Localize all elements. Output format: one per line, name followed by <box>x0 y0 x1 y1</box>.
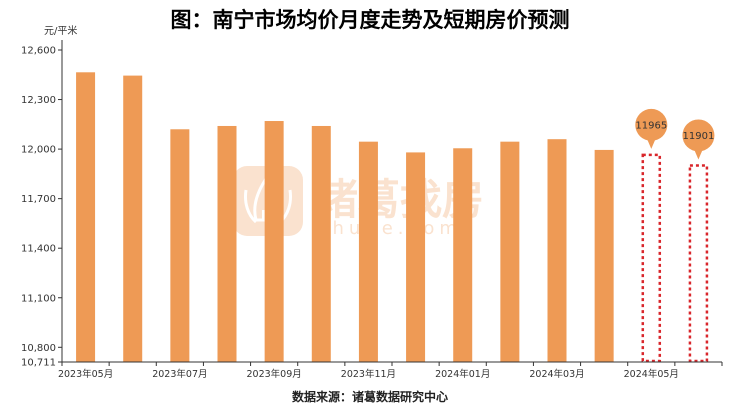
y-tick-label: 12,300 <box>21 95 56 106</box>
x-tick-label: 2024年03月 <box>529 368 584 380</box>
y-tick-label: 11,400 <box>21 244 56 255</box>
forecast-layer: 11965 11901 <box>635 108 715 363</box>
y-ticks-layer: 10,711 10,800 11,100 11,400 11,700 12,000 12,3… <box>21 46 62 369</box>
bar <box>76 72 96 362</box>
bar <box>311 125 331 362</box>
y-tick-label: 12,600 <box>21 46 56 57</box>
y-axis-unit-label: 元/平米 <box>44 24 77 37</box>
forecast-bubble <box>635 108 668 141</box>
bar <box>547 139 567 362</box>
bar <box>500 141 520 362</box>
x-tick-label: 2023年07月 <box>152 368 207 380</box>
y-tick-label: 11,100 <box>21 293 56 304</box>
x-tick-label: 2023年05月 <box>58 368 113 380</box>
y-tick-label: 12,000 <box>21 145 56 156</box>
bar <box>170 129 190 362</box>
y-tick-label: 10,711 <box>21 358 56 369</box>
watermark-domain: zhuge.com <box>318 218 462 239</box>
bar <box>217 125 237 362</box>
bar <box>358 141 378 362</box>
forecast-value-label: 11965 <box>635 120 667 131</box>
x-tick-label: 2024年01月 <box>435 368 490 380</box>
y-tick-label: 10,800 <box>21 343 56 354</box>
chart-title: 图：南宁市场均价月度走势及短期房价预测 <box>171 8 570 32</box>
bar <box>264 121 284 363</box>
bar <box>594 149 614 362</box>
x-tick-label: 2024年05月 <box>624 368 679 380</box>
x-ticks-layer: 2023年05月 2023年07月 2023年09月 2023年11月 2024年01月… <box>58 362 723 380</box>
bar <box>123 75 143 363</box>
x-tick-label: 2023年11月 <box>341 368 396 380</box>
data-source-label: 数据来源：诸葛数据研究中心 <box>292 389 448 404</box>
bar <box>406 152 426 362</box>
forecast-value-label: 11901 <box>683 131 715 142</box>
forecast-bubble <box>682 119 715 152</box>
bar <box>453 148 473 362</box>
x-tick-label: 2023年09月 <box>247 368 302 380</box>
bars-layer <box>76 72 614 363</box>
forecast-bar <box>688 164 709 363</box>
y-tick-label: 11,700 <box>21 194 56 205</box>
forecast-bar <box>641 153 662 363</box>
